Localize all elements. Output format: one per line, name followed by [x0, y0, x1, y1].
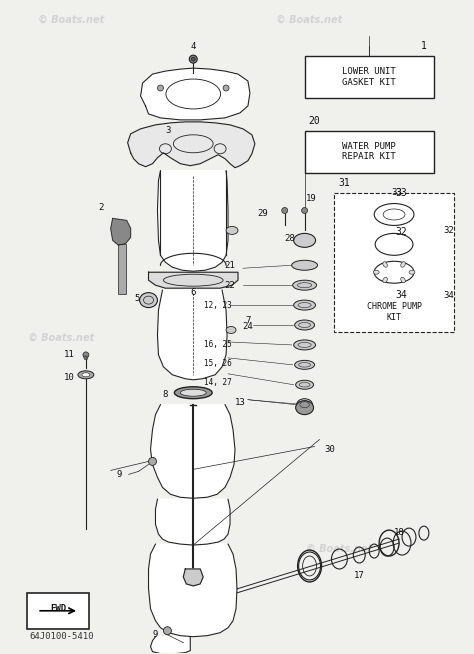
Text: 32: 32 — [395, 228, 407, 237]
Text: 13: 13 — [235, 398, 246, 407]
Ellipse shape — [180, 389, 206, 396]
FancyBboxPatch shape — [27, 593, 89, 628]
Ellipse shape — [401, 262, 405, 267]
Text: WATER PUMP
REPAIR KIT: WATER PUMP REPAIR KIT — [342, 142, 396, 162]
Text: 8: 8 — [163, 390, 168, 399]
Text: 16, 25: 16, 25 — [204, 341, 232, 349]
Ellipse shape — [296, 401, 313, 415]
Ellipse shape — [292, 260, 318, 270]
Text: 19: 19 — [306, 194, 317, 203]
Text: 1: 1 — [421, 41, 427, 51]
Text: 30: 30 — [324, 445, 335, 454]
Text: 21: 21 — [225, 261, 236, 269]
Bar — [335, 192, 454, 332]
Circle shape — [191, 57, 195, 61]
Ellipse shape — [139, 292, 157, 307]
Ellipse shape — [174, 387, 212, 399]
Text: 15, 26: 15, 26 — [204, 359, 232, 368]
Ellipse shape — [292, 280, 317, 290]
Circle shape — [83, 352, 89, 358]
Text: 10: 10 — [64, 373, 74, 383]
Text: 17: 17 — [354, 572, 365, 581]
Ellipse shape — [226, 326, 236, 334]
Circle shape — [189, 55, 197, 63]
Text: 6: 6 — [191, 288, 196, 297]
Text: 29: 29 — [257, 209, 268, 218]
Ellipse shape — [383, 262, 387, 267]
Ellipse shape — [409, 270, 415, 274]
Polygon shape — [111, 218, 131, 245]
Ellipse shape — [296, 380, 313, 389]
Ellipse shape — [294, 340, 316, 350]
Polygon shape — [155, 499, 230, 545]
Text: 5: 5 — [135, 294, 140, 303]
Ellipse shape — [295, 360, 315, 370]
Text: 64J0100-5410: 64J0100-5410 — [29, 632, 94, 641]
Polygon shape — [183, 569, 203, 586]
Ellipse shape — [226, 226, 238, 234]
Text: © Boats.net: © Boats.net — [306, 544, 373, 554]
Polygon shape — [157, 290, 227, 380]
Polygon shape — [141, 68, 250, 120]
Bar — [118, 245, 126, 294]
Circle shape — [157, 85, 164, 91]
Polygon shape — [151, 405, 235, 498]
Ellipse shape — [401, 277, 405, 283]
Text: 33: 33 — [395, 188, 407, 198]
Text: FWD: FWD — [50, 604, 66, 613]
Circle shape — [164, 627, 172, 634]
Text: CHROME PUMP
KIT: CHROME PUMP KIT — [366, 302, 421, 322]
Polygon shape — [148, 544, 237, 637]
Ellipse shape — [295, 320, 315, 330]
Text: 32: 32 — [443, 226, 454, 235]
Circle shape — [148, 457, 156, 466]
Text: 22: 22 — [225, 281, 236, 290]
Text: 20: 20 — [309, 116, 320, 126]
Circle shape — [301, 207, 308, 213]
Text: 34: 34 — [395, 290, 407, 300]
Circle shape — [84, 356, 88, 360]
Ellipse shape — [297, 399, 312, 411]
Polygon shape — [157, 171, 228, 271]
Text: 28: 28 — [284, 234, 295, 243]
Circle shape — [282, 207, 288, 213]
Ellipse shape — [78, 371, 94, 379]
Ellipse shape — [294, 300, 316, 310]
Bar — [305, 56, 434, 98]
Text: © Boats.net: © Boats.net — [38, 14, 104, 24]
Ellipse shape — [82, 373, 90, 377]
Text: 12, 23: 12, 23 — [204, 301, 232, 309]
Ellipse shape — [383, 277, 387, 283]
Text: 11: 11 — [64, 351, 74, 360]
Text: 9: 9 — [153, 630, 158, 639]
Text: © Boats.net: © Boats.net — [276, 14, 343, 24]
Text: 18: 18 — [394, 528, 404, 537]
Text: 14, 27: 14, 27 — [204, 378, 232, 387]
Text: 7: 7 — [245, 315, 251, 324]
Polygon shape — [148, 272, 238, 288]
Circle shape — [223, 85, 229, 91]
Bar — [305, 131, 434, 173]
Text: 2: 2 — [98, 203, 103, 212]
Text: © Boats.net: © Boats.net — [28, 333, 94, 343]
Text: LOWER UNIT
GASKET KIT: LOWER UNIT GASKET KIT — [342, 67, 396, 87]
Polygon shape — [151, 637, 190, 653]
Polygon shape — [128, 122, 255, 167]
Text: 9: 9 — [116, 470, 121, 479]
Text: 3: 3 — [166, 126, 171, 135]
Polygon shape — [157, 171, 228, 271]
Text: 4: 4 — [191, 42, 196, 51]
Ellipse shape — [294, 233, 316, 247]
Text: 33: 33 — [392, 188, 402, 197]
Text: 34: 34 — [443, 290, 454, 300]
Text: 24: 24 — [243, 322, 253, 330]
Ellipse shape — [373, 270, 379, 274]
Text: 31: 31 — [338, 178, 350, 188]
